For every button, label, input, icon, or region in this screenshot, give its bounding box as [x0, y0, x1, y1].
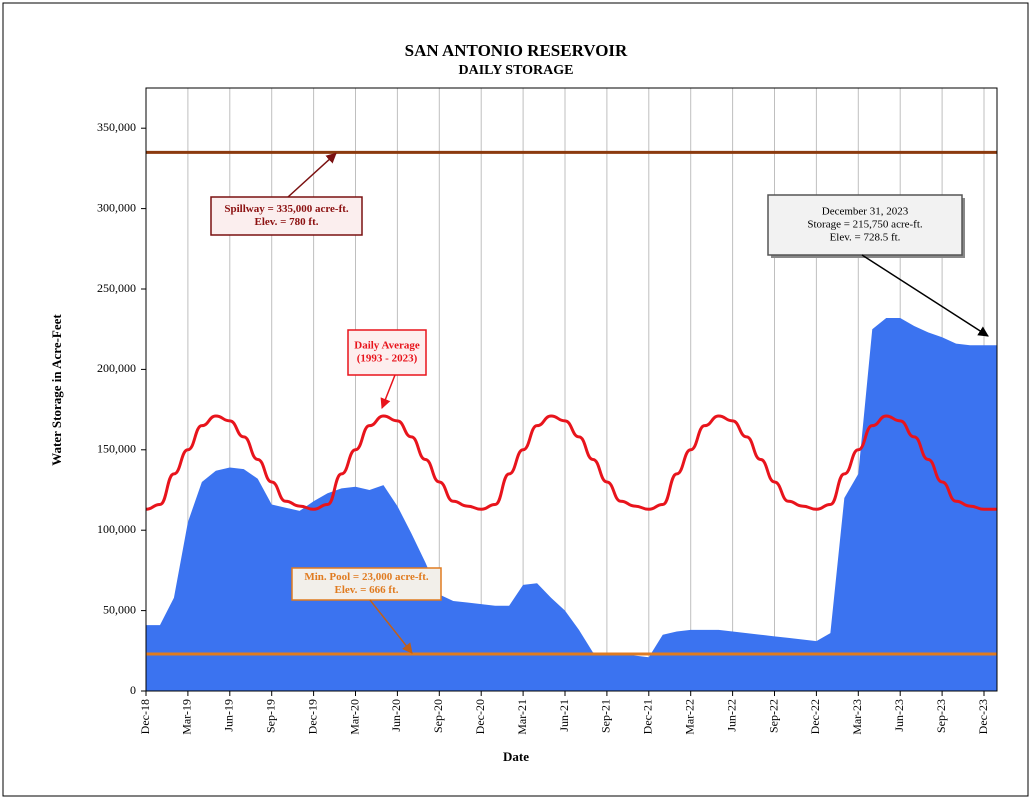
x-tick-label: Mar-20 [347, 699, 361, 735]
spillway-box [210, 196, 363, 236]
x-tick-label: Sep-21 [599, 699, 613, 733]
chart-subtitle: DAILY STORAGE [458, 63, 573, 78]
y-tick-label: 250,000 [97, 281, 136, 295]
spillway-text: Elev. = 780 ft. [254, 216, 318, 228]
status-text: Elev. = 728.5 ft. [830, 232, 901, 244]
x-tick-label: Jun-19 [222, 699, 236, 732]
x-tick-label: Sep-23 [934, 699, 948, 733]
x-axis-label: Date [503, 749, 529, 764]
min-pool-arrow [369, 599, 413, 654]
y-tick-label: 0 [130, 683, 136, 697]
x-tick-label: Dec-20 [473, 699, 487, 734]
min-pool-box [291, 567, 442, 601]
min-pool-text: Min. Pool = 23,000 acre-ft. [304, 571, 429, 583]
x-tick-label: Jun-23 [892, 699, 906, 732]
average-text: Daily Average [354, 340, 420, 352]
y-tick-label: 150,000 [97, 442, 136, 456]
chart-title: SAN ANTONIO RESERVOIR [405, 41, 628, 60]
average-line [145, 414, 997, 511]
y-tick-label: 350,000 [97, 120, 136, 134]
x-tick-label: Jun-22 [724, 699, 738, 732]
status-box [767, 194, 963, 256]
x-tick-label: Dec-18 [138, 699, 152, 734]
average-arrow [380, 374, 396, 409]
status-text: December 31, 2023 [822, 206, 909, 218]
x-tick-label: Jun-20 [389, 699, 403, 732]
x-tick-label: Dec-19 [305, 699, 319, 734]
x-tick-label: Mar-21 [515, 699, 529, 735]
x-tick-label: Sep-22 [766, 699, 780, 733]
status-text: Storage = 215,750 acre-ft. [807, 219, 922, 231]
x-tick-label: Sep-19 [263, 699, 277, 733]
y-tick-label: 300,000 [97, 200, 136, 214]
y-tick-label: 50,000 [103, 602, 136, 616]
average-text: (1993 - 2023) [357, 353, 418, 365]
min-pool-text: Elev. = 666 ft. [334, 584, 398, 596]
x-tick-label: Mar-22 [682, 699, 696, 735]
spillway-text: Spillway = 335,000 acre-ft. [224, 203, 349, 215]
plot-frame [145, 87, 998, 692]
y-axis-label: Water Storage in Acre-Feet [49, 314, 64, 466]
y-tick-label: 200,000 [97, 361, 136, 375]
spillway-arrow [287, 152, 337, 198]
x-tick-label: Mar-23 [850, 699, 864, 735]
y-tick-label: 100,000 [97, 522, 136, 536]
x-tick-label: Sep-20 [431, 699, 445, 733]
status-arrow [861, 254, 989, 337]
average-box [347, 329, 427, 376]
x-tick-label: Dec-21 [641, 699, 655, 734]
x-tick-label: Jun-21 [557, 699, 571, 732]
x-tick-label: Dec-23 [976, 699, 990, 734]
x-tick-label: Mar-19 [180, 699, 194, 735]
x-tick-label: Dec-22 [808, 699, 822, 734]
